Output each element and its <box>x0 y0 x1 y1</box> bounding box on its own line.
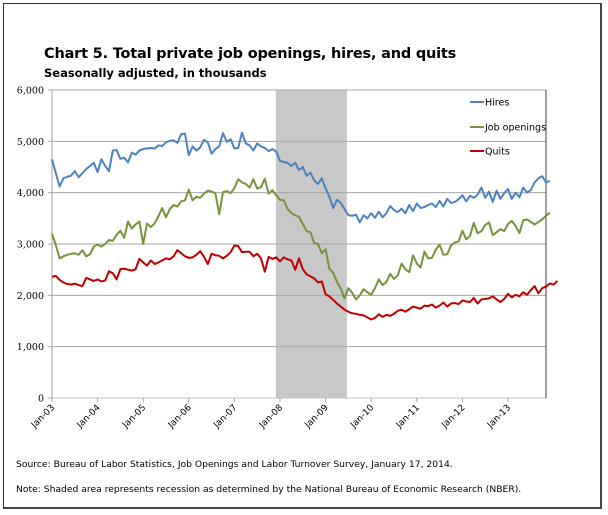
x-tick-label: Jan-13 <box>485 403 513 431</box>
y-tick-label: 6,000 <box>17 86 44 97</box>
x-tick-label: Jan-08 <box>257 403 285 431</box>
y-tick-label: 3,000 <box>17 240 44 251</box>
legend-label-job-openings: Job openings <box>484 123 546 134</box>
y-tick-label: 5,000 <box>17 137 44 148</box>
legend-label-hires: Hires <box>485 98 509 109</box>
y-tick-label: 4,000 <box>17 188 44 199</box>
x-tick-label: Jan-05 <box>120 403 148 431</box>
x-tick-label: Jan-09 <box>303 403 331 431</box>
chart-subtitle: Seasonally adjusted, in thousands <box>44 66 267 80</box>
series-line-quits <box>51 244 559 321</box>
x-tick-label: Jan-04 <box>75 403 103 431</box>
y-tick-label: 0 <box>38 394 44 405</box>
x-tick-label: Jan-11 <box>394 403 422 431</box>
x-tick-label: Jan-12 <box>440 403 468 431</box>
x-tick-label: Jan-03 <box>29 403 57 431</box>
shading-note: Note: Shaded area represents recession a… <box>16 484 522 495</box>
series-line-job-openings <box>51 177 551 301</box>
legend-label-quits: Quits <box>485 147 510 158</box>
y-tick-label: 2,000 <box>17 291 44 302</box>
x-tick-label: Jan-07 <box>212 403 240 431</box>
x-tick-label: Jan-06 <box>166 403 194 431</box>
x-tick-label: Jan-10 <box>348 403 376 431</box>
chart-title: Chart 5. Total private job openings, hir… <box>44 46 457 62</box>
series-line-hires <box>51 131 551 224</box>
source-note: Source: Bureau of Labor Statistics, Job … <box>16 459 453 470</box>
y-tick-label: 1,000 <box>17 342 44 353</box>
